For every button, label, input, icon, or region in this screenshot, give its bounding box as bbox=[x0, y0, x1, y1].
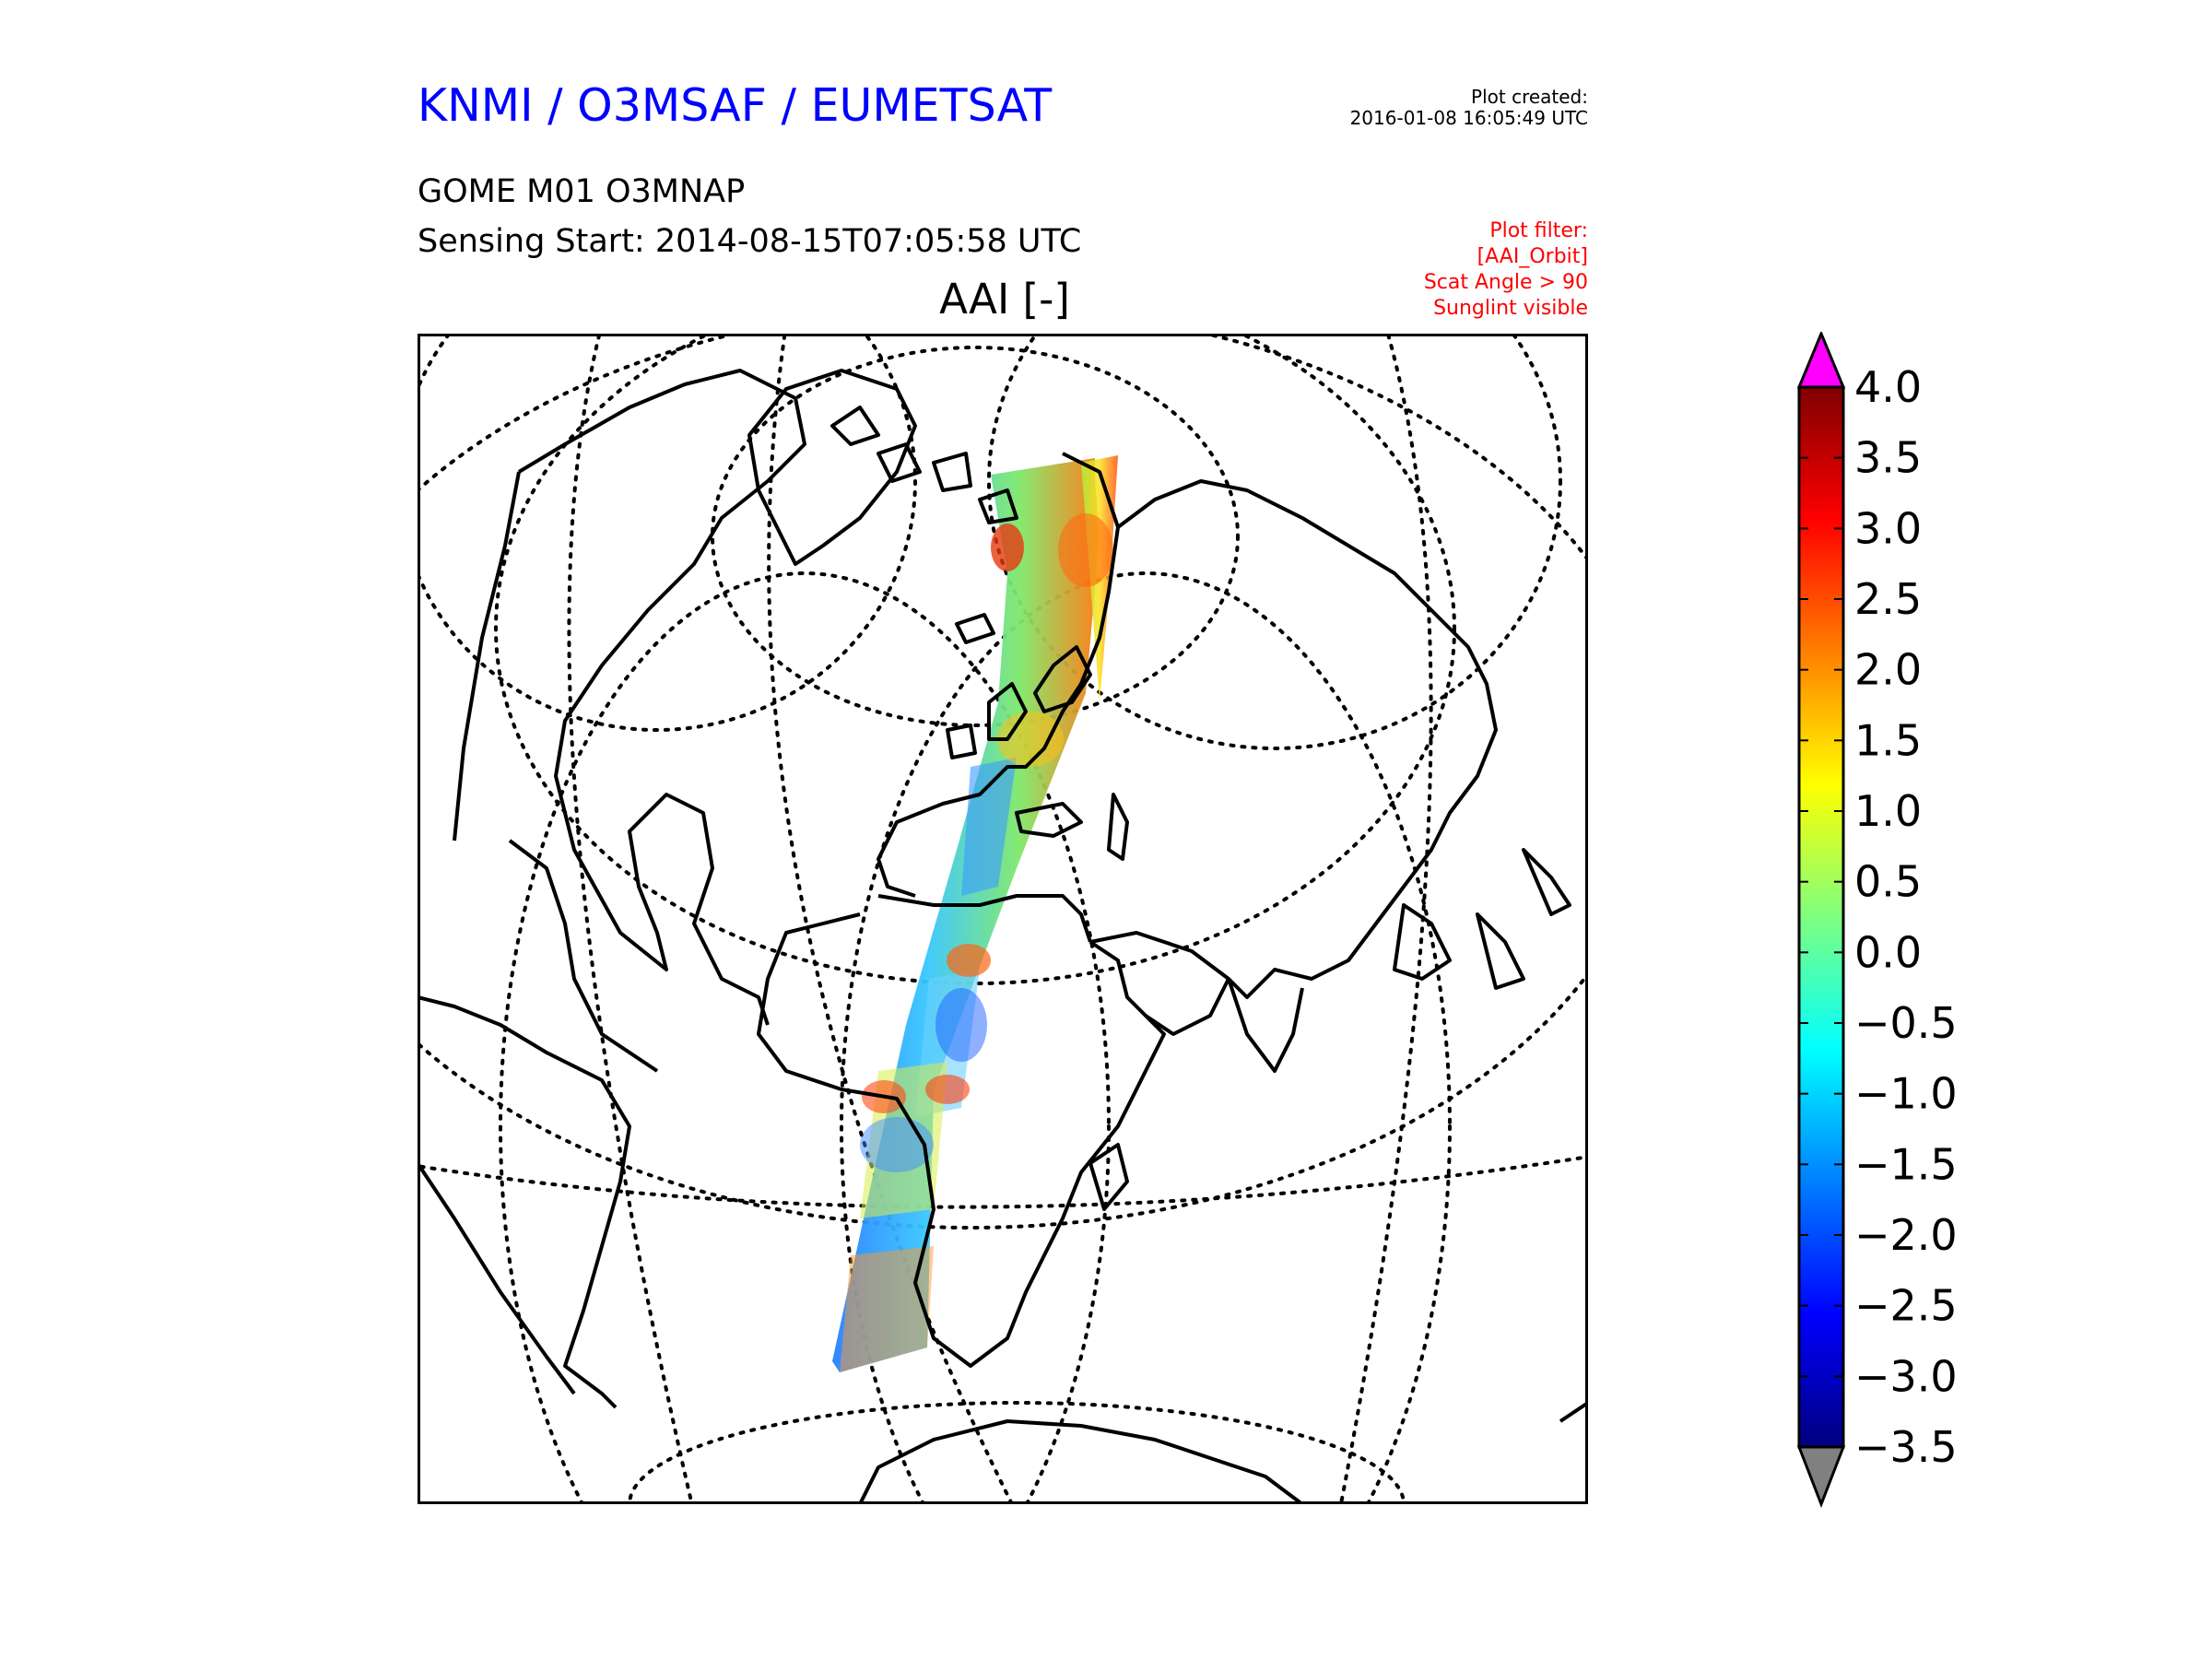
colorbar-gradient bbox=[1797, 385, 1845, 1449]
map-panel bbox=[418, 334, 1588, 1504]
plot-filter-line: Plot filter: bbox=[1489, 219, 1588, 242]
map-frame bbox=[418, 334, 1588, 1504]
plot-created-timestamp: 2016-01-08 16:05:49 UTC bbox=[1349, 107, 1588, 129]
colorbar-tick-label: 0.0 bbox=[1854, 927, 1922, 977]
organisation-title: KNMI / O3MSAF / EUMETSAT bbox=[418, 79, 1053, 132]
colorbar-tick-label: 3.5 bbox=[1854, 433, 1922, 483]
colorbar: 4.0 3.5 3.0 2.5 2.0 1.5 1.0 0.5 0.0 −0.5 −1.0 −1.5 −… bbox=[1797, 332, 1958, 1509]
aai-swath bbox=[832, 455, 1118, 1372]
colorbar-tick-label: −1.0 bbox=[1854, 1069, 1958, 1119]
colorbar-tick-label: 1.0 bbox=[1854, 786, 1922, 836]
colorbar-tick-label: 2.0 bbox=[1854, 645, 1922, 695]
colorbar-tick-label: 1.5 bbox=[1854, 715, 1922, 765]
colorbar-tick-label: 4.0 bbox=[1854, 362, 1922, 412]
colorbar-under-extension bbox=[1797, 1445, 1846, 1509]
plot-filter-line: Sunglint visible bbox=[1433, 297, 1588, 320]
colorbar-tick-label: −3.5 bbox=[1854, 1422, 1958, 1472]
coastlines bbox=[418, 369, 1588, 1504]
plot-created-label: Plot created: bbox=[1471, 86, 1588, 108]
colorbar-tick-label: −2.0 bbox=[1854, 1210, 1958, 1260]
colorbar-tick-label: −1.5 bbox=[1854, 1139, 1958, 1189]
plot-filter: Plot filter: [AAI_Orbit] Scat Angle > 90… bbox=[1424, 218, 1588, 322]
colorbar-tick-label: −2.5 bbox=[1854, 1281, 1958, 1331]
variable-title: AAI [-] bbox=[939, 275, 1070, 324]
sensing-start: Sensing Start: 2014-08-15T07:05:58 UTC bbox=[418, 223, 1082, 260]
product-name: GOME M01 O3MNAP bbox=[418, 173, 746, 210]
plot-filter-line: Scat Angle > 90 bbox=[1423, 271, 1588, 294]
colorbar-tick-label: 3.0 bbox=[1854, 503, 1922, 553]
colorbar-ticks: 4.0 3.5 3.0 2.5 2.0 1.5 1.0 0.5 0.0 −0.5 −1.0 −1.5 −… bbox=[1799, 362, 1958, 1472]
plot-filter-line: [AAI_Orbit] bbox=[1477, 245, 1588, 268]
colorbar-tick-label: 0.5 bbox=[1854, 857, 1922, 907]
colorbar-over-extension bbox=[1797, 332, 1846, 389]
colorbar-tick-label: −0.5 bbox=[1854, 998, 1958, 1048]
colorbar-tick-label: 2.5 bbox=[1854, 574, 1922, 624]
colorbar-tick-label: −3.0 bbox=[1854, 1351, 1958, 1401]
